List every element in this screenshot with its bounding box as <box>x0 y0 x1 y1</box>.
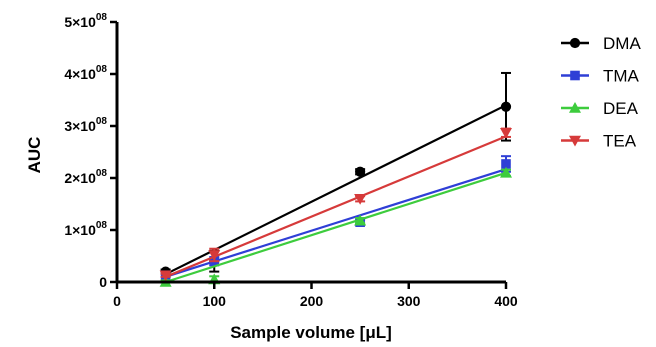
fit-line-tma <box>165 168 507 278</box>
y-tick-label-exponent: 08 <box>96 168 108 179</box>
y-tick-label: 3×1008 <box>64 116 107 134</box>
y-tick-label-mantissa: 3×10 <box>64 118 96 134</box>
data-point <box>570 70 580 81</box>
legend-item-tma: TMA <box>561 67 640 86</box>
legend-label: TMA <box>603 67 640 86</box>
x-tick-label: 100 <box>203 293 227 309</box>
legend-item-dma: DMA <box>561 34 641 53</box>
data-point <box>159 270 172 282</box>
data-point <box>569 102 581 113</box>
data-point <box>500 127 512 139</box>
data-point <box>354 214 367 226</box>
y-tick-label-exponent: 08 <box>96 220 108 231</box>
y-tick-label-mantissa: 0 <box>99 274 107 290</box>
legend-label: DEA <box>603 99 639 118</box>
y-tick-label: 5×1008 <box>64 12 107 30</box>
x-tick-label: 0 <box>113 293 121 309</box>
y-tick-label-mantissa: 1×10 <box>64 222 96 238</box>
y-tick-label-exponent: 08 <box>96 116 108 127</box>
data-point <box>354 194 367 205</box>
data-point <box>500 101 512 112</box>
y-tick-label: 0 <box>99 274 107 290</box>
y-tick-label-mantissa: 2×10 <box>64 170 96 186</box>
y-tick-label-exponent: 08 <box>96 64 108 75</box>
data-point <box>500 166 512 178</box>
x-tick-label: 400 <box>494 293 518 309</box>
y-axis-title: AUC <box>25 137 44 174</box>
fit-line-dea <box>165 171 507 284</box>
y-tick-label-mantissa: 4×10 <box>64 66 96 82</box>
data-point <box>569 135 581 147</box>
fit-line-dma <box>165 104 507 276</box>
legend-item-tea: TEA <box>561 132 637 151</box>
y-tick-label-exponent: 08 <box>96 12 108 23</box>
axes: 0 100 200 300 40001×10082×10083×10084×10085×… <box>64 12 518 309</box>
legend-item-dea: DEA <box>561 99 639 118</box>
x-axis-title: Sample volume [μL] <box>230 323 392 342</box>
data-point <box>208 250 221 261</box>
fit-line-tea <box>165 135 507 278</box>
x-tick-label: 200 <box>300 293 324 309</box>
y-tick-label: 4×1008 <box>64 64 107 82</box>
plot-area <box>159 71 512 287</box>
y-tick-label: 2×1008 <box>64 168 107 186</box>
data-point <box>355 166 366 177</box>
legend: DMA TMA DEA TEA <box>561 34 641 151</box>
data-point <box>501 159 511 169</box>
y-tick-label-mantissa: 5×10 <box>64 14 96 30</box>
series-tea <box>159 127 512 282</box>
y-tick-label: 1×1008 <box>64 220 107 238</box>
legend-label: TEA <box>603 132 637 151</box>
data-point <box>569 37 581 49</box>
series-dma <box>160 71 512 277</box>
legend-label: DMA <box>603 34 641 53</box>
x-tick-label: 300 <box>397 293 421 309</box>
